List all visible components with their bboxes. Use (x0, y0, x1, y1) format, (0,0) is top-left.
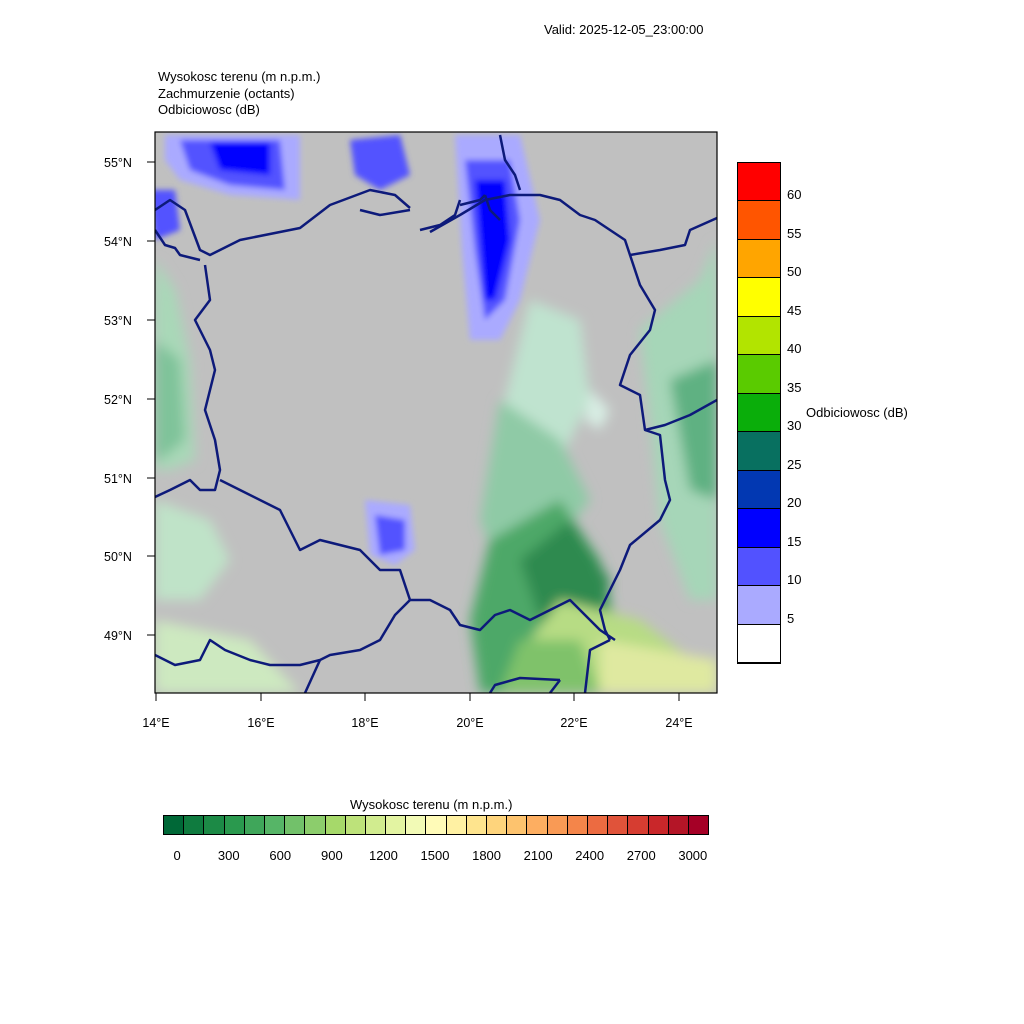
lon-label-14: 14°E (142, 716, 169, 730)
terrain-colorbar-cell (365, 816, 387, 834)
reflectivity-colorbar-label: 40 (787, 341, 802, 357)
reflectivity-colorbar-cell (738, 316, 780, 356)
terrain-colorbar-cell (648, 816, 669, 834)
reflectivity-colorbar-title: Odbiciowosc (dB) (806, 405, 908, 420)
reflectivity-colorbar-cell (738, 547, 780, 587)
lat-label-53: 53°N (104, 314, 132, 328)
map-background (155, 132, 717, 693)
lat-ticks (147, 161, 155, 636)
reflectivity-colorbar-label: 20 (787, 495, 802, 511)
terrain-colorbar-label: 2100 (523, 848, 553, 863)
lat-label-49: 49°N (104, 629, 132, 643)
terrain-colorbar-cell (204, 816, 225, 834)
terrain-colorbar-label: 2400 (575, 848, 605, 863)
terrain-colorbar-label: 1500 (420, 848, 450, 863)
reflectivity-colorbar-cell (738, 509, 780, 548)
lon-label-24: 24°E (665, 716, 692, 730)
reflectivity-colorbar (737, 162, 781, 664)
reflectivity-colorbar-cell (738, 278, 780, 317)
reflectivity-colorbar-label: 10 (787, 572, 802, 588)
reflectivity-colorbar-label: 55 (787, 225, 802, 241)
terrain-colorbar-label: 300 (217, 848, 240, 863)
title-reflectivity: Odbiciowosc (dB) (158, 102, 260, 117)
lat-label-55: 55°N (104, 156, 132, 170)
reflectivity-colorbar-label: 45 (787, 302, 802, 318)
lon-label-18: 18°E (351, 716, 378, 730)
terrain-colorbar-cell (386, 816, 407, 834)
terrain-colorbar-cell (164, 816, 185, 834)
terrain-colorbar-cell (628, 816, 649, 834)
terrain-colorbar-label: 0 (173, 848, 181, 863)
title-terrain: Wysokosc terenu (m n.p.m.) (158, 69, 321, 84)
terrain-colorbar-cell (547, 816, 568, 834)
terrain-colorbar-label: 1200 (368, 848, 398, 863)
reflectivity-colorbar-label: 60 (787, 187, 802, 203)
terrain-colorbar-cell (426, 816, 447, 834)
terrain-colorbar-cell (466, 816, 487, 834)
lon-label-16: 16°E (247, 716, 274, 730)
reflectivity-colorbar-cell (738, 355, 780, 394)
terrain-layer (155, 240, 717, 693)
terrain-colorbar-cell (567, 816, 588, 834)
reflectivity-colorbar-label: 25 (787, 456, 802, 472)
terrain-colorbar-label: 600 (269, 848, 292, 863)
reflectivity-colorbar-label: 50 (787, 264, 802, 280)
lat-labels: 55°N 54°N 53°N 52°N 51°N 50°N 49°N (104, 156, 132, 643)
terrain-colorbar-cell (507, 816, 528, 834)
reflectivity-colorbar-label: 30 (787, 418, 802, 434)
terrain-colorbar-cell (285, 816, 306, 834)
terrain-colorbar-label: 3000 (678, 848, 708, 863)
reflectivity-colorbar-cell (738, 470, 780, 510)
terrain-colorbar-cell (244, 816, 265, 834)
terrain-colorbar-label: 2700 (626, 848, 656, 863)
title-cloud-cover: Zachmurzenie (octants) (158, 85, 295, 101)
terrain-colorbar-cell (224, 816, 245, 834)
terrain-colorbar-cell (446, 816, 467, 834)
terrain-colorbar (163, 815, 709, 835)
reflectivity-colorbar-cell (738, 432, 780, 471)
reflectivity-colorbar-cell (738, 393, 780, 433)
terrain-colorbar-label: 900 (320, 848, 343, 863)
lon-ticks (155, 693, 680, 701)
lon-label-20: 20°E (456, 716, 483, 730)
terrain-colorbar-cell (608, 816, 629, 834)
lat-label-50: 50°N (104, 550, 132, 564)
terrain-colorbar-cell (527, 816, 548, 834)
lat-label-51: 51°N (104, 472, 132, 486)
reflectivity-colorbar-label: 5 (787, 610, 795, 626)
reflectivity-colorbar-label: 15 (787, 533, 802, 549)
terrain-colorbar-title: Wysokosc terenu (m n.p.m.) (350, 797, 513, 812)
valid-time-label: Valid: 2025-12-05_23:00:00 (544, 22, 704, 37)
terrain-colorbar-cell (345, 816, 366, 834)
terrain-colorbar-cell (325, 816, 346, 834)
lon-labels: 14°E 16°E 18°E 20°E 22°E 24°E (142, 716, 692, 730)
terrain-colorbar-cell (184, 816, 205, 834)
terrain-colorbar-cell (264, 816, 286, 834)
terrain-colorbar-cell (688, 816, 709, 834)
terrain-colorbar-cell (305, 816, 326, 834)
lon-label-22: 22°E (560, 716, 587, 730)
lat-label-52: 52°N (104, 393, 132, 407)
map-titles: Wysokosc terenu (m n.p.m.) Zachmurzenie … (158, 69, 320, 119)
terrain-colorbar-label: 1800 (472, 848, 502, 863)
reflectivity-colorbar-cell (738, 586, 780, 625)
terrain-colorbar-cell (487, 816, 508, 834)
reflectivity-colorbar-cell (738, 239, 780, 279)
country-borders (155, 134, 717, 693)
reflectivity-colorbar-label: 35 (787, 379, 802, 395)
terrain-colorbar-cell (587, 816, 609, 834)
reflectivity-colorbar-cell (738, 624, 780, 663)
terrain-colorbar-cell (668, 816, 689, 834)
lat-label-54: 54°N (104, 235, 132, 249)
reflectivity-colorbar-cell (738, 163, 780, 202)
reflectivity-colorbar-cell (738, 201, 780, 240)
terrain-colorbar-cell (406, 816, 427, 834)
